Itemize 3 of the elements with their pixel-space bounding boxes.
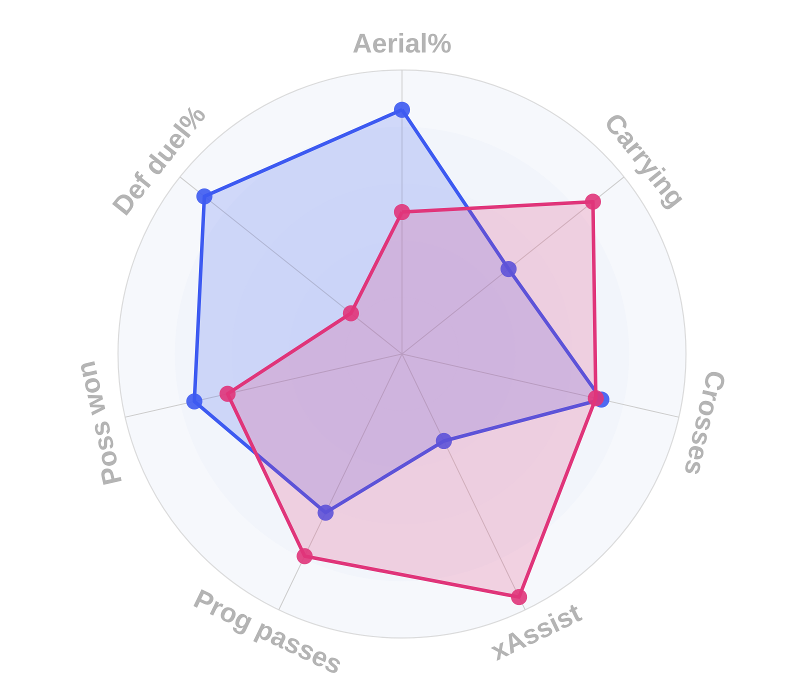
spoke-label: Crosses: [678, 368, 732, 478]
spoke-label: Aerial%: [352, 28, 452, 58]
spoke-label: Poss won: [70, 358, 128, 488]
